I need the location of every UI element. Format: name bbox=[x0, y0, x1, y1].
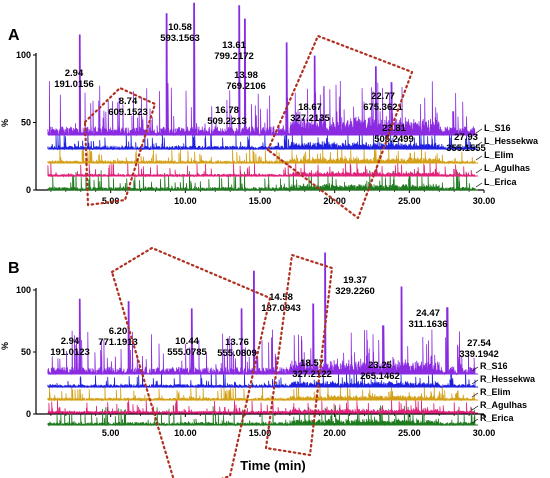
series-label-leader bbox=[471, 392, 479, 398]
peak-rt-label: 23.25 bbox=[368, 360, 392, 371]
peak-mz-label: 327.2122 bbox=[292, 369, 332, 380]
series-label-leader bbox=[475, 168, 483, 174]
peak-rt-label: 10.44 bbox=[175, 336, 199, 347]
peak-rt-label: 8.74 bbox=[119, 96, 138, 107]
series-label: R_Erica bbox=[480, 413, 515, 423]
x-tick-label: 5.00 bbox=[102, 196, 120, 206]
peak-rt-label: 22.77 bbox=[371, 91, 395, 102]
peak-mz-label: 187.0943 bbox=[261, 303, 301, 314]
peak-mz-label: 191.0156 bbox=[54, 79, 94, 90]
peak-rt-label: 27.54 bbox=[467, 338, 491, 349]
x-tick-label: 10.00 bbox=[174, 196, 197, 206]
y-tick-label: 0 bbox=[26, 185, 31, 195]
peak-mz-label: 327.2135 bbox=[290, 113, 330, 124]
peak-rt-label: 23.81 bbox=[382, 123, 406, 134]
x-tick-label: 15.00 bbox=[249, 196, 272, 206]
highlight-region bbox=[266, 34, 414, 220]
peak-mz-label: 771.1913 bbox=[98, 337, 138, 348]
panel-letter: B bbox=[8, 260, 20, 277]
y-tick-label: 100 bbox=[16, 50, 31, 60]
highlight-region bbox=[264, 253, 334, 457]
series-label-leader bbox=[471, 405, 479, 411]
peak-rt-label: 13.76 bbox=[225, 337, 249, 348]
series-trace bbox=[47, 2, 476, 137]
peak-mz-label: 191.0123 bbox=[50, 347, 90, 358]
peak-rt-label: 10.58 bbox=[168, 22, 192, 33]
series-label: L_Elim bbox=[484, 150, 514, 160]
series-label-leader bbox=[471, 379, 479, 385]
series-label-leader bbox=[471, 418, 479, 424]
series-label: R_Agulhas bbox=[480, 400, 527, 410]
peak-mz-label: 505.2499 bbox=[374, 134, 414, 145]
peak-mz-label: 265.1462 bbox=[360, 371, 400, 382]
series-label: R_S16 bbox=[480, 361, 508, 371]
peak-mz-label: 593.1563 bbox=[160, 33, 200, 44]
peak-mz-label: 799.2172 bbox=[214, 51, 254, 62]
series-label-leader bbox=[471, 366, 479, 372]
y-tick-label: 0 bbox=[26, 409, 31, 419]
series-label: R_Hessekwa bbox=[480, 374, 536, 384]
series-label: L_Agulhas bbox=[484, 163, 530, 173]
peak-mz-label: 675.3621 bbox=[363, 102, 403, 113]
peak-rt-label: 18.67 bbox=[298, 102, 322, 113]
x-tick-label: 25.00 bbox=[398, 428, 421, 438]
panel-b: B 0 50 100% 5.00 10.00 15.00 20.00 25.00 30.00 R_E… bbox=[0, 246, 536, 478]
y-tick-label: 50 bbox=[21, 118, 31, 128]
series-trace bbox=[47, 162, 476, 178]
peak-rt-label: 2.94 bbox=[65, 68, 84, 79]
peak-rt-label: 18.57 bbox=[300, 358, 324, 369]
peak-rt-label: 19.37 bbox=[343, 275, 367, 286]
x-tick-label: 20.00 bbox=[323, 428, 346, 438]
x-tick-label: 30.00 bbox=[473, 196, 496, 206]
series-trace bbox=[47, 383, 476, 402]
panel-letter: A bbox=[8, 27, 20, 44]
x-tick-label: 5.00 bbox=[102, 428, 120, 438]
peak-mz-label: 555.0785 bbox=[167, 347, 207, 358]
peak-mz-label: 769.2106 bbox=[226, 81, 266, 92]
peak-rt-label: 16.78 bbox=[215, 105, 239, 116]
y-tick-label: 50 bbox=[21, 347, 31, 357]
peak-rt-label: 13.98 bbox=[234, 70, 258, 81]
series-label-leader bbox=[475, 182, 483, 188]
y-axis-label: % bbox=[0, 342, 10, 350]
series-label: L_Erica bbox=[484, 177, 518, 187]
series-label: R_Elim bbox=[480, 387, 511, 397]
peak-mz-label: 609.1523 bbox=[108, 107, 148, 118]
peak-mz-label: 509.2213 bbox=[207, 116, 247, 127]
y-tick-label: 100 bbox=[16, 285, 31, 295]
peak-rt-label: 13.61 bbox=[222, 40, 246, 51]
peak-mz-label: 339.1942 bbox=[459, 349, 499, 360]
series-label-leader bbox=[475, 155, 483, 161]
peak-mz-label: 555.0809 bbox=[217, 348, 257, 359]
x-tick-label: 25.00 bbox=[398, 196, 421, 206]
peak-rt-label: 6.20 bbox=[109, 326, 128, 337]
y-axis-label: % bbox=[0, 119, 10, 127]
x-tick-label: 30.00 bbox=[473, 428, 496, 438]
x-axis-title: Time (min) bbox=[240, 458, 306, 473]
series-trace bbox=[47, 398, 476, 415]
series-label: L_S16 bbox=[484, 123, 511, 133]
highlight-region bbox=[110, 246, 272, 478]
peak-rt-label: 2.94 bbox=[61, 336, 80, 347]
x-tick-label: 10.00 bbox=[174, 428, 197, 438]
series-label-leader bbox=[475, 128, 483, 134]
peak-rt-label: 27.93 bbox=[454, 132, 478, 143]
peak-mz-label: 329.2260 bbox=[335, 286, 375, 297]
series-label: L_Hessekwa bbox=[484, 136, 539, 146]
highlight-region bbox=[83, 86, 157, 207]
peak-mz-label: 311.1636 bbox=[408, 319, 447, 330]
peak-mz-label: 355.1555 bbox=[446, 143, 486, 154]
x-tick-label: 15.00 bbox=[249, 428, 272, 438]
peak-rt-label: 14.58 bbox=[269, 292, 293, 303]
series-label-leader bbox=[475, 141, 483, 147]
peak-rt-label: 24.47 bbox=[416, 308, 440, 319]
